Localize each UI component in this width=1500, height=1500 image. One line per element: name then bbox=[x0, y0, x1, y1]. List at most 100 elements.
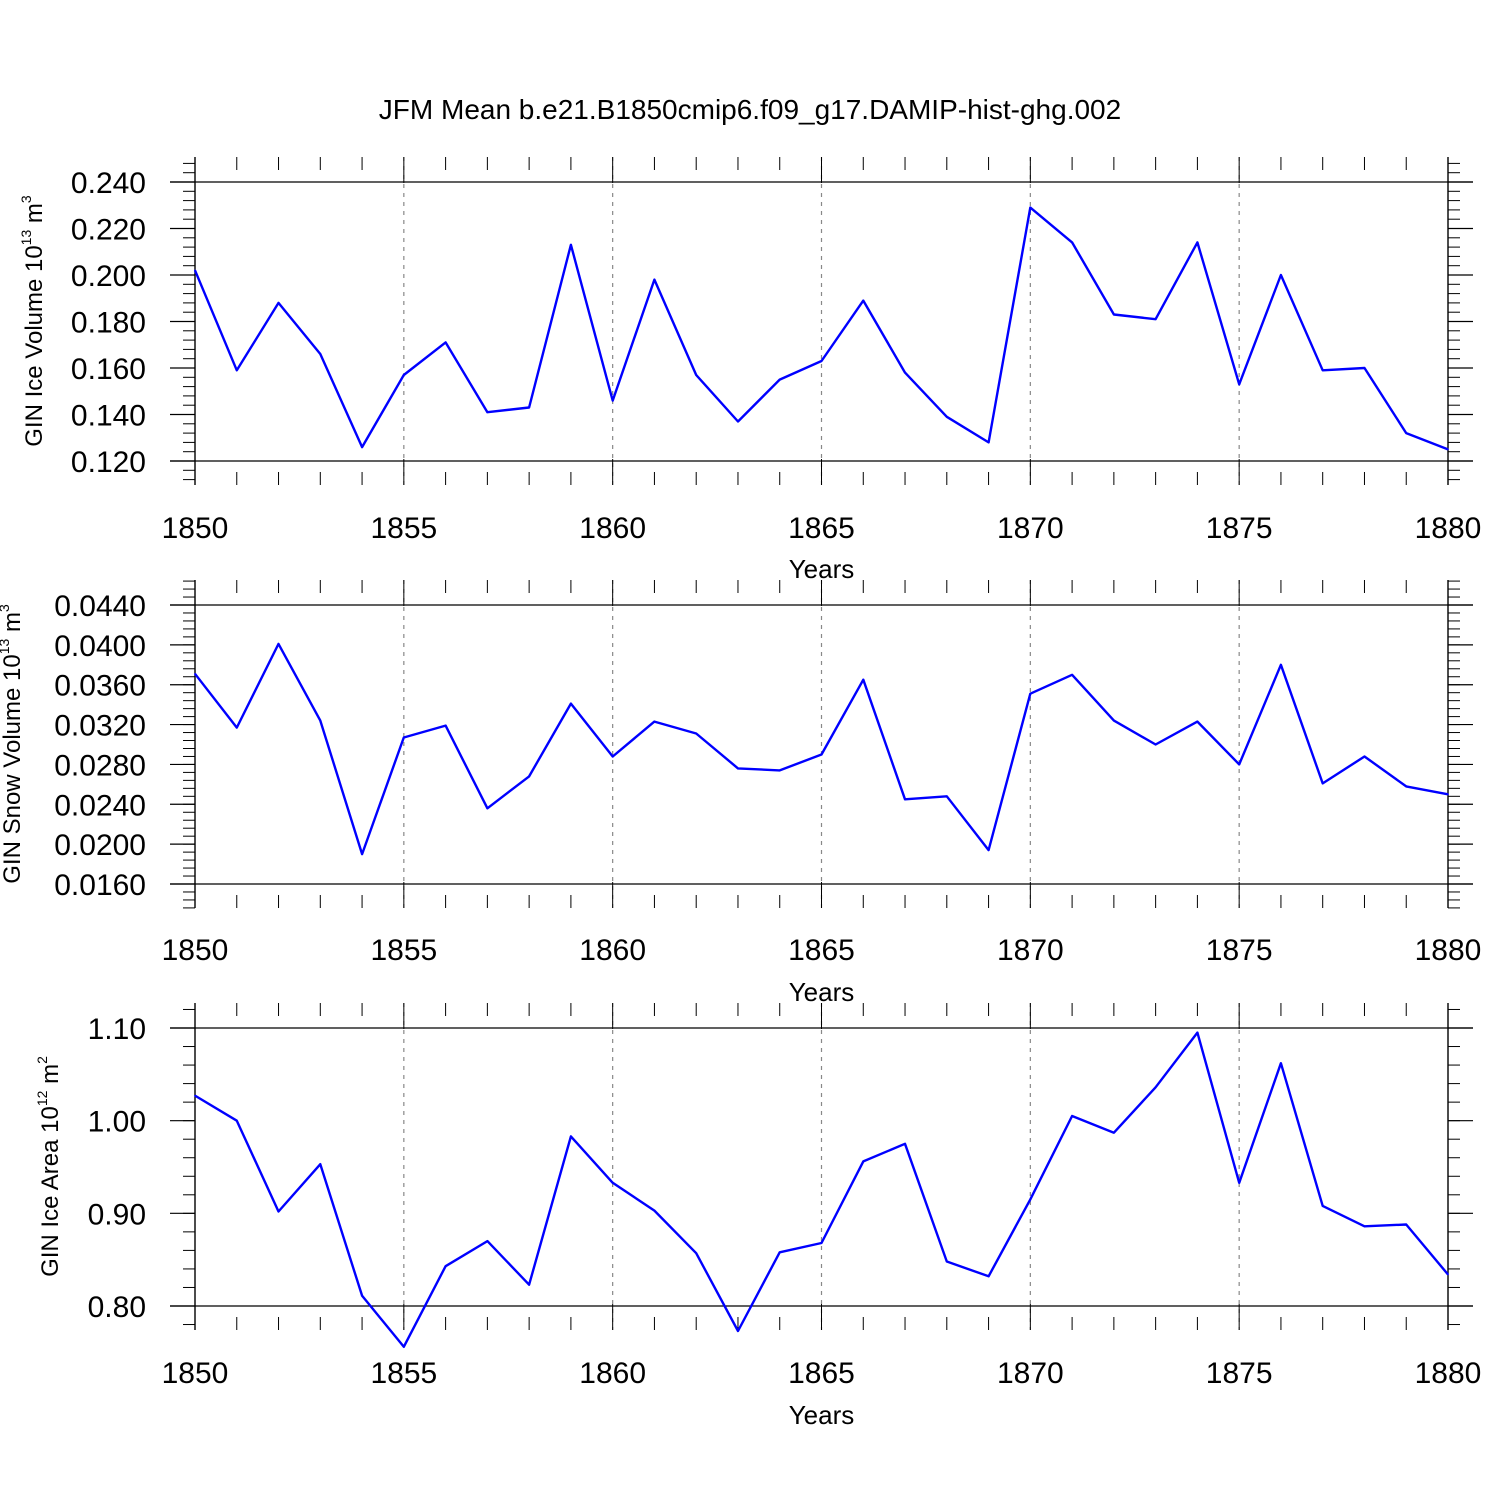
panel-3-data-point-1862 bbox=[695, 1252, 697, 1254]
panel-3-ytick-label: 1.10 bbox=[88, 1013, 146, 1046]
panel-1-data-point-1862 bbox=[695, 374, 697, 376]
panel-3-data-point-1873 bbox=[1154, 1086, 1157, 1089]
panel-2-xtick-label-1875: 1875 bbox=[1206, 934, 1273, 967]
panel-1-data-point-1879 bbox=[1405, 432, 1408, 434]
panel-1-ytick-label: 0.180 bbox=[71, 307, 146, 340]
panel-2-data-point-1853 bbox=[319, 719, 322, 722]
panel-2-data-point-1869 bbox=[987, 849, 990, 851]
panel-3-data-point-1877 bbox=[1321, 1205, 1324, 1207]
panel-3-yaxis-title-part: GIN Ice Area 10 bbox=[37, 1106, 64, 1277]
panel-2-data-point-1854 bbox=[361, 853, 363, 855]
panel-2-data-point-1851 bbox=[235, 726, 238, 729]
panel-1-data-point-1859 bbox=[570, 243, 572, 246]
panel-1: 0.120 0.140 0.160 0.180 0.200 0.220 0.240 1850 1… bbox=[18, 157, 1481, 584]
panel-2-data-point-1856 bbox=[444, 724, 447, 727]
panel-3-xtick-label-1850: 1850 bbox=[162, 1357, 229, 1390]
panel-1-xtick-label-1870: 1870 bbox=[997, 512, 1064, 545]
panel-1-data-point-1852 bbox=[277, 302, 280, 304]
panel-2-data-point-1874 bbox=[1196, 720, 1199, 723]
panel-1-xtick-label-1865: 1865 bbox=[788, 512, 855, 545]
panel-3-data-point-1870 bbox=[1029, 1198, 1032, 1201]
panel-2-data-point-1858 bbox=[528, 775, 530, 778]
panel-2-data-point-1879 bbox=[1405, 785, 1408, 788]
panel-1-data-point-1873 bbox=[1154, 318, 1157, 320]
panel-2-yaxis-title: GIN Snow Volume 1013 m3 bbox=[0, 604, 26, 884]
panel-2-ytick-label: 0.0440 bbox=[54, 590, 146, 623]
panel-3-yaxis-title-part: 12 bbox=[34, 1090, 50, 1106]
panel-1-ytick-label: 0.240 bbox=[71, 167, 146, 200]
panel-1-data-point-1880 bbox=[1447, 448, 1449, 451]
panel-3-data-point-1861 bbox=[653, 1209, 656, 1212]
panel-2-ytick-label: 0.0240 bbox=[54, 789, 146, 822]
panel-1-yaxis-title: GIN Ice Volume 1013 m3 bbox=[18, 195, 48, 447]
panel-2-xtick-label-1850: 1850 bbox=[162, 934, 229, 967]
panel-3-data-point-1879 bbox=[1405, 1223, 1408, 1226]
panel-2-xtick-label-1870: 1870 bbox=[997, 934, 1064, 967]
panel-2-xtick-label-1880: 1880 bbox=[1415, 934, 1482, 967]
panel-3-yaxis-title-part: 2 bbox=[34, 1056, 50, 1064]
panel-1-data-point-1860 bbox=[611, 399, 614, 402]
panel-2-yaxis-title-part: 3 bbox=[0, 604, 12, 612]
panel-3-xtick-label-1875: 1875 bbox=[1206, 1357, 1273, 1390]
panel-2-data-point-1878 bbox=[1363, 755, 1366, 758]
panel-2-data-point-1866 bbox=[862, 678, 865, 681]
panel-2-xtick-label-1865: 1865 bbox=[788, 934, 855, 967]
panel-3-data-point-1869 bbox=[987, 1275, 990, 1278]
panel-1-data-point-1868 bbox=[946, 416, 948, 418]
panel-2-ytick-label: 0.0280 bbox=[54, 749, 146, 782]
panel-2-xtick-label-1860: 1860 bbox=[579, 934, 646, 967]
panel-2-yaxis-title-part: GIN Snow Volume 10 bbox=[0, 654, 26, 883]
panel-2-ytick-label: 0.0400 bbox=[54, 630, 146, 663]
panel-1-data-point-1866 bbox=[862, 299, 865, 302]
panel-1-ytick-label: 0.140 bbox=[71, 400, 146, 433]
panel-1-data-point-1871 bbox=[1071, 241, 1073, 244]
panel-2-data-point-1880 bbox=[1447, 793, 1449, 796]
panel-2-ytick-label: 0.0160 bbox=[54, 869, 146, 902]
panel-1-data-point-1855 bbox=[403, 374, 405, 376]
panel-3: 0.80 0.90 1.00 1.10 1850 1855 1860 1865 1870 1875… bbox=[34, 1003, 1481, 1430]
panel-3-yaxis-title-part: m bbox=[37, 1064, 64, 1091]
panel-3-ytick-label: 0.80 bbox=[88, 1291, 146, 1324]
panel-3-yaxis-title: GIN Ice Area 1012 m2 bbox=[34, 1056, 64, 1277]
panel-1-data-point-1869 bbox=[987, 441, 990, 444]
panel-2-data-point-1857 bbox=[486, 807, 489, 810]
panel-2-ytick-label: 0.0320 bbox=[54, 710, 146, 743]
panel-3-data-point-1864 bbox=[778, 1251, 781, 1254]
panel-3-data-point-1865 bbox=[820, 1242, 823, 1244]
panel-3-data-point-1872 bbox=[1113, 1131, 1115, 1134]
panel-2-yaxis-title-part: 13 bbox=[0, 639, 12, 655]
panel-2-data-point-1863 bbox=[737, 767, 739, 770]
panel-1-data-point-1857 bbox=[486, 411, 489, 413]
panel-1-data-point-1877 bbox=[1321, 369, 1324, 372]
panel-1-data-point-1864 bbox=[778, 378, 781, 381]
panel-1-data-point-1870 bbox=[1029, 206, 1032, 209]
panel-1-xtick-label-1850: 1850 bbox=[162, 512, 229, 545]
panel-1-ytick-label: 0.200 bbox=[71, 260, 146, 293]
panel-2-data-point-1850 bbox=[194, 672, 196, 675]
panel-3-ytick-label: 0.90 bbox=[88, 1198, 146, 1231]
panel-1-xtick-label-1860: 1860 bbox=[579, 512, 646, 545]
figure-title: JFM Mean b.e21.B1850cmip6.f09_g17.DAMIP-… bbox=[379, 94, 1121, 125]
panel-3-data-point-1868 bbox=[946, 1260, 948, 1263]
panel-3-data-point-1876 bbox=[1280, 1062, 1282, 1065]
panel-3-data-point-1863 bbox=[737, 1330, 739, 1332]
panel-2-data-point-1852 bbox=[277, 643, 280, 645]
panel-3-data-point-1866 bbox=[862, 1160, 865, 1163]
panel-3-data-point-1867 bbox=[904, 1143, 906, 1145]
panel-1-data-point-1861 bbox=[653, 278, 656, 281]
panel-1-data-point-1872 bbox=[1113, 313, 1115, 316]
panel-1-data-point-1875 bbox=[1238, 383, 1240, 386]
panel-1-ytick-label: 0.220 bbox=[71, 214, 146, 247]
panel-2-yaxis-title-part: m bbox=[0, 612, 26, 639]
panel-2-data-point-1875 bbox=[1238, 763, 1240, 766]
panel-1-xaxis-title: Years bbox=[789, 554, 855, 584]
panel-2-ytick-label: 0.0200 bbox=[54, 829, 146, 862]
panel-3-data-point-1859 bbox=[570, 1135, 572, 1138]
panel-2: 0.0160 0.0200 0.0240 0.0280 0.0320 0.0360 0.04… bbox=[0, 580, 1481, 1007]
panel-3-data-point-1853 bbox=[319, 1163, 322, 1166]
panel-3-data-point-1874 bbox=[1196, 1031, 1199, 1034]
panel-3-data-point-1854 bbox=[361, 1295, 363, 1297]
panel-3-data-point-1860 bbox=[611, 1181, 614, 1184]
